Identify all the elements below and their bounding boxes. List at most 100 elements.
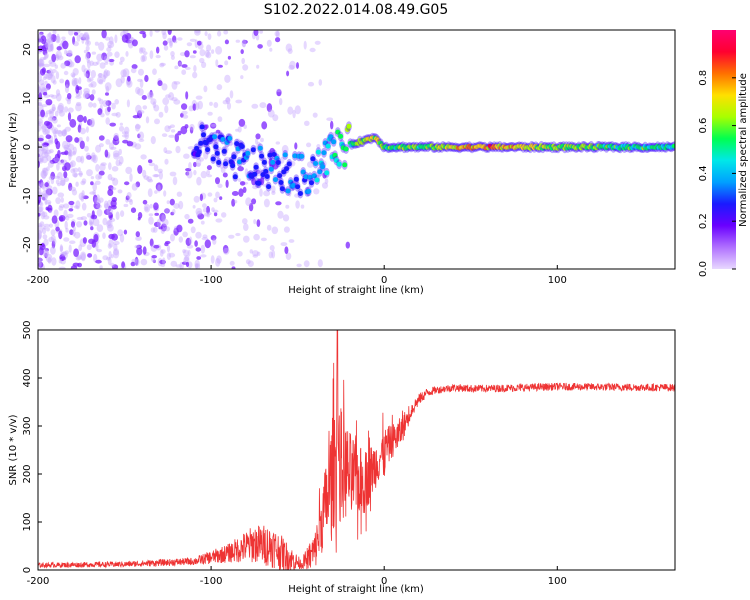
spectrogram-noise-cell [38,212,41,217]
spectrogram-noise-cell [101,52,108,61]
spectrogram-noise-cell [215,129,221,134]
spectrogram-noise-cell [106,256,111,261]
spectrogram-ridge-cell [239,144,245,149]
spectrogram-noise-cell [39,57,46,61]
spectrogram-noise-cell [53,238,57,245]
spectrogram-noise-cell [42,76,47,81]
spectrogram-noise-cell [167,30,172,35]
spectrogram-noise-cell [195,263,201,269]
spectrogram-noise-cell [332,131,336,139]
spectrogram-noise-cell [139,79,144,88]
spectrogram-noise-cell [58,204,65,208]
spectrogram-noise-cell [122,68,130,77]
spectrogram-noise-cell [169,171,177,177]
colorbar-tick-label: 0.2 [698,213,709,229]
spectrogram-noise-cell [90,226,94,231]
spectrogram-noise-cell [200,244,206,254]
spectrogram-noise-cell [130,67,137,74]
spectrogram-noise-cell [38,114,41,118]
spectrogram-noise-cell [54,138,59,145]
spectrogram-noise-cell [75,101,82,107]
spectrogram-noise-cell [134,143,142,150]
spectrogram-ridge-cell [213,144,219,150]
spectrogram-ridge-cell [266,184,272,190]
spectrogram-noise-cell [303,260,310,268]
spectrogram-noise-cell [51,53,57,63]
spectrogram-noise-cell [135,231,140,238]
spectrogram-noise-cell [72,167,79,173]
spectrogram-ridge-cell [286,161,292,167]
spectrogram-noise-cell [210,235,217,241]
spectrogram-noise-cell [48,108,55,114]
spectrogram-noise-cell [152,174,159,178]
spectrogram-noise-cell [154,190,158,194]
spectrogram-noise-cell [54,153,60,162]
spectrogram-noise-cell [79,32,84,40]
spectrogram-noise-cell [143,175,150,180]
spectrogram-noise-cell [91,51,97,55]
spectrogram-noise-cell [38,206,43,213]
spectrogram-noise-cell [142,169,147,178]
spectrogram-noise-cell [38,59,42,67]
spectrogram-noise-cell [121,131,127,135]
spectrogram-noise-cell [38,62,41,71]
spectrogram-noise-cell [147,188,153,198]
spectrogram-noise-cell [55,53,60,61]
spectrogram-noise-cell [269,47,273,52]
spectrogram-noise-cell [90,181,94,186]
spectrogram-noise-cell [42,167,49,177]
spectrogram-noise-cell [97,97,102,102]
spectrogram-noise-cell [231,191,239,196]
spectrogram-noise-cell [149,203,153,209]
spectrogram-xlabel: Height of straight line (km) [288,285,424,296]
spectrogram-noise-cell [188,162,192,170]
spectrogram-noise-cell [64,60,71,67]
spectrogram-noise-cell [130,261,136,267]
spectrogram-noise-cell [103,209,111,215]
spectrogram-noise-cell [189,123,195,131]
spectrogram-noise-cell [135,104,142,114]
spectrogram-noise-cell [92,102,97,108]
spectrogram-noise-cell [123,229,128,235]
spectrogram-noise-cell [142,199,148,205]
spectrogram-noise-cell [38,250,41,256]
spectrogram-noise-cell [43,223,50,228]
spectrogram-noise-cell [170,55,175,60]
spectrogram-noise-cell [195,231,202,239]
spectrogram-noise-cell [51,257,57,266]
spectrogram-ridge-cell [346,123,352,129]
spectrogram-noise-cell [314,40,321,45]
spectrogram-noise-cell [203,85,208,93]
spectrogram-noise-cell [55,197,61,205]
spectrogram-noise-cell [242,39,247,48]
spectrogram-noise-cell [184,255,190,262]
spectrogram-noise-cell [109,36,114,45]
spectrogram-noise-cell [39,202,44,207]
spectrogram-ridge-cell [293,176,299,182]
spectrogram-noise-cell [137,212,143,219]
spectrogram-noise-cell [38,182,44,186]
spectrogram-noise-cell [107,40,115,49]
spectrogram-noise-cell [38,45,45,52]
spectrogram-noise-cell [47,161,54,168]
spectrogram-noise-cell [86,169,93,177]
spectrogram-noise-cell [131,39,138,47]
spectrogram-noise-cell [43,215,50,220]
spectrogram-noise-cell [159,62,165,68]
spectrogram-noise-cell [189,126,194,134]
spectrogram-noise-cell [70,265,78,269]
spectrogram-noise-cell [178,200,184,210]
spectrogram-noise-cell [251,103,259,109]
spectrogram-noise-cell [74,55,81,64]
spectrogram-noise-cell [91,89,96,95]
spectrogram-noise-cell [199,49,206,57]
spectrogram-noise-cell [321,182,329,189]
spectrogram-noise-cell [222,172,228,178]
spectrogram-ridge-cell [314,177,320,183]
spectrogram-noise-cell [64,250,69,255]
spectrogram-noise-cell [245,197,252,207]
spectrogram-noise-cell [104,203,110,210]
spectrogram-noise-cell [152,226,158,233]
spectrogram-noise-cell [108,205,112,211]
